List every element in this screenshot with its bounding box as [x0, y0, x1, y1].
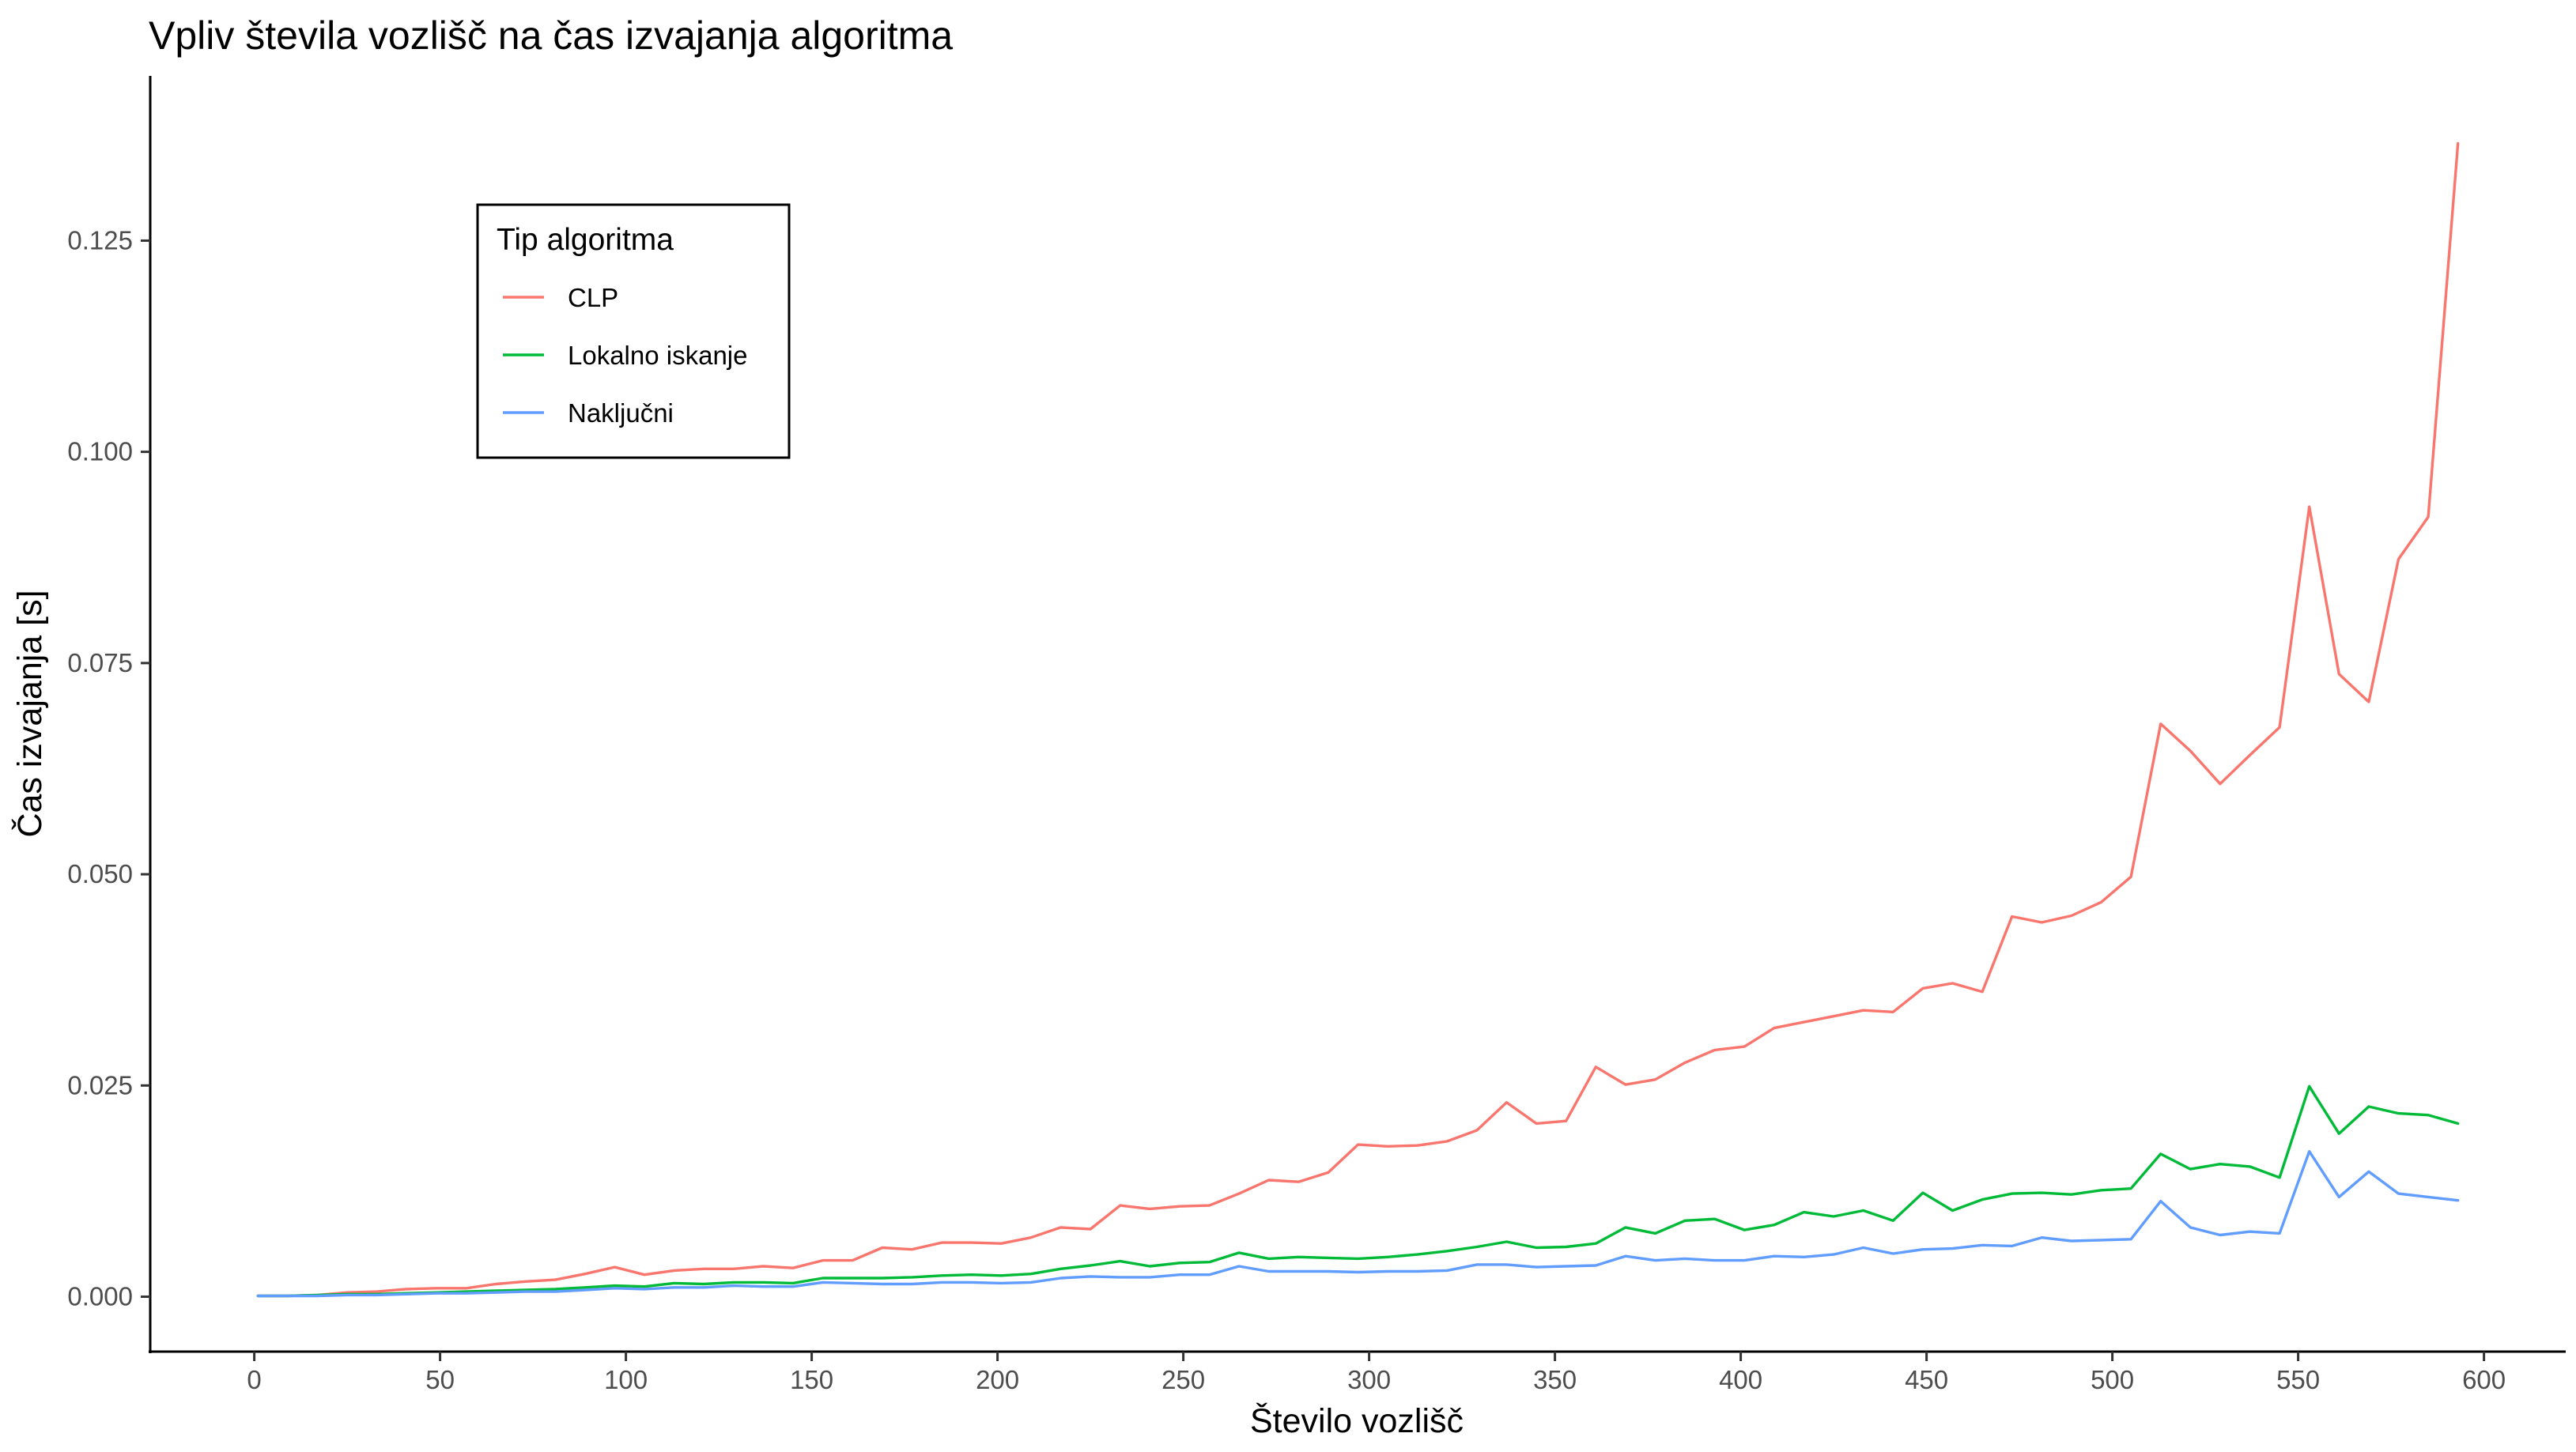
legend: Tip algoritma CLP Lokalno iskanje Naključn… — [476, 203, 791, 459]
chart-title: Vpliv števila vozlišč na čas izvajanja a… — [149, 13, 953, 58]
x-tick-label: 150 — [790, 1365, 833, 1394]
x-axis-ticks: 0 50 100 150 200 250 300 350 400 450 500 550 600 — [247, 1352, 2506, 1394]
x-tick-label: 450 — [1905, 1365, 1948, 1394]
series-line-naključni — [256, 1149, 2460, 1298]
x-tick-label: 350 — [1533, 1365, 1577, 1394]
x-axis-title: Število vozlišč — [1250, 1402, 1464, 1440]
series-line-lokalno-iskanje — [256, 1084, 2460, 1298]
y-tick-label: 0.050 — [67, 859, 133, 888]
legend-items: CLP Lokalno iskanje Naključni — [503, 283, 748, 428]
y-tick-label: 0.075 — [67, 648, 133, 677]
y-axis-ticks: 0.000 0.025 0.050 0.075 0.100 0.125 — [67, 225, 150, 1311]
y-tick-label: 0.125 — [67, 225, 133, 255]
x-tick-label: 50 — [425, 1365, 455, 1394]
x-tick-label: 0 — [247, 1365, 261, 1394]
x-tick-label: 600 — [2462, 1365, 2506, 1394]
legend-label: Lokalno iskanje — [568, 341, 748, 370]
x-tick-label: 100 — [604, 1365, 648, 1394]
legend-label: Naključni — [568, 398, 674, 428]
y-tick-label: 0.000 — [67, 1282, 133, 1311]
x-tick-label: 550 — [2276, 1365, 2320, 1394]
y-tick-label: 0.100 — [67, 437, 133, 466]
x-tick-label: 200 — [976, 1365, 1019, 1394]
x-tick-label: 250 — [1161, 1365, 1205, 1394]
plot-marks — [256, 141, 2460, 1298]
y-tick-label: 0.025 — [67, 1070, 133, 1099]
series-line-clp — [256, 141, 2460, 1298]
x-tick-label: 300 — [1347, 1365, 1391, 1394]
legend-label: CLP — [568, 283, 618, 312]
y-axis-title: Čas izvajanja [s] — [11, 590, 49, 837]
x-tick-label: 500 — [2091, 1365, 2134, 1394]
legend-title: Tip algoritma — [497, 223, 674, 257]
legend-box — [476, 203, 791, 459]
x-tick-label: 400 — [1719, 1365, 1762, 1394]
